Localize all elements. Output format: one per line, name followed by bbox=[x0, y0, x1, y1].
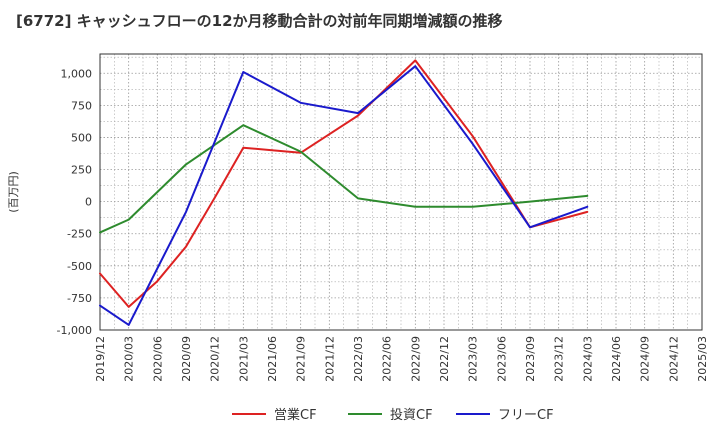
data-point bbox=[300, 151, 302, 153]
x-tick-label: 2022/03 bbox=[352, 336, 365, 382]
x-tick-label: 2021/06 bbox=[266, 336, 279, 382]
data-point bbox=[472, 143, 474, 145]
x-tick-label: 2024/03 bbox=[581, 336, 594, 382]
grid-layer bbox=[99, 54, 703, 331]
x-tick-label: 2024/06 bbox=[610, 336, 623, 382]
plot-frame bbox=[99, 53, 703, 331]
data-point bbox=[99, 305, 101, 307]
x-tick-label: 2021/12 bbox=[323, 336, 336, 382]
data-point bbox=[472, 206, 474, 208]
data-point bbox=[156, 280, 158, 282]
data-point bbox=[300, 102, 302, 104]
x-tick-label: 2021/03 bbox=[237, 336, 250, 382]
x-tick-label: 2020/06 bbox=[151, 336, 164, 382]
x-tick-label: 2020/09 bbox=[180, 336, 193, 382]
data-point bbox=[357, 112, 359, 114]
x-tick-label: 2022/12 bbox=[438, 336, 451, 382]
data-point bbox=[472, 135, 474, 137]
axis-layer: -1,000 -750 -500 -250 0 250 500 750 1,000 (百万円) 20… bbox=[7, 53, 709, 382]
chart-title: [6772] キャッシュフローの12か月移動合計の対前年同期増減額の推移 bbox=[16, 12, 503, 30]
x-tick-label: 2020/12 bbox=[209, 336, 222, 382]
data-point bbox=[128, 324, 130, 326]
data-point bbox=[99, 231, 101, 233]
data-point bbox=[414, 206, 416, 208]
legend-label: 営業CF bbox=[274, 407, 317, 423]
data-point bbox=[271, 149, 273, 151]
data-point bbox=[586, 206, 588, 208]
data-point bbox=[185, 246, 187, 248]
data-point bbox=[128, 306, 130, 308]
series-line-フリーCF bbox=[99, 65, 589, 326]
legend-label: 投資CF bbox=[390, 407, 433, 423]
data-point bbox=[242, 71, 244, 73]
data-point bbox=[242, 124, 244, 126]
y-tick-label: 500 bbox=[71, 131, 92, 144]
x-tick-label: 2022/09 bbox=[409, 336, 422, 382]
x-tick-label: 2023/12 bbox=[553, 336, 566, 382]
x-tick-label: 2022/06 bbox=[381, 336, 394, 382]
series-line-投資CF bbox=[99, 124, 589, 234]
data-point bbox=[242, 147, 244, 149]
legend: 営業CF 投資CF フリーCF bbox=[232, 407, 554, 423]
data-point bbox=[357, 197, 359, 199]
data-point bbox=[185, 163, 187, 165]
data-point bbox=[99, 273, 101, 275]
y-tick-label: -500 bbox=[67, 260, 92, 273]
legend-label: フリーCF bbox=[498, 408, 554, 423]
data-point bbox=[214, 197, 216, 199]
data-point bbox=[414, 59, 416, 61]
data-point bbox=[128, 219, 130, 221]
x-tick-label: 2020/03 bbox=[123, 336, 136, 382]
x-tick-label: 2023/03 bbox=[467, 336, 480, 382]
y-tick-label: 0 bbox=[85, 196, 92, 209]
data-point bbox=[586, 195, 588, 197]
x-tick-label: 2024/09 bbox=[639, 336, 652, 382]
x-tick-label: 2019/12 bbox=[94, 336, 107, 382]
y-axis-label: (百万円) bbox=[7, 171, 20, 213]
data-point bbox=[185, 211, 187, 213]
series-layer bbox=[99, 59, 589, 326]
y-tick-label: 250 bbox=[71, 164, 92, 177]
y-tick-label: -750 bbox=[67, 292, 92, 305]
x-tick-label: 2023/09 bbox=[524, 336, 537, 382]
data-point bbox=[529, 226, 531, 228]
x-tick-label: 2024/12 bbox=[667, 336, 680, 382]
x-tick-label: 2023/06 bbox=[495, 336, 508, 382]
y-tick-label: -1,000 bbox=[57, 324, 92, 337]
y-tick-label: 1,000 bbox=[61, 67, 93, 80]
y-tick-label: -250 bbox=[67, 228, 92, 241]
x-tick-label: 2025/03 bbox=[696, 336, 709, 382]
x-tick-label: 2021/09 bbox=[295, 336, 308, 382]
data-point bbox=[357, 115, 359, 117]
data-point bbox=[529, 201, 531, 203]
y-tick-label: 750 bbox=[71, 99, 92, 112]
data-point bbox=[414, 65, 416, 67]
data-point bbox=[586, 211, 588, 213]
